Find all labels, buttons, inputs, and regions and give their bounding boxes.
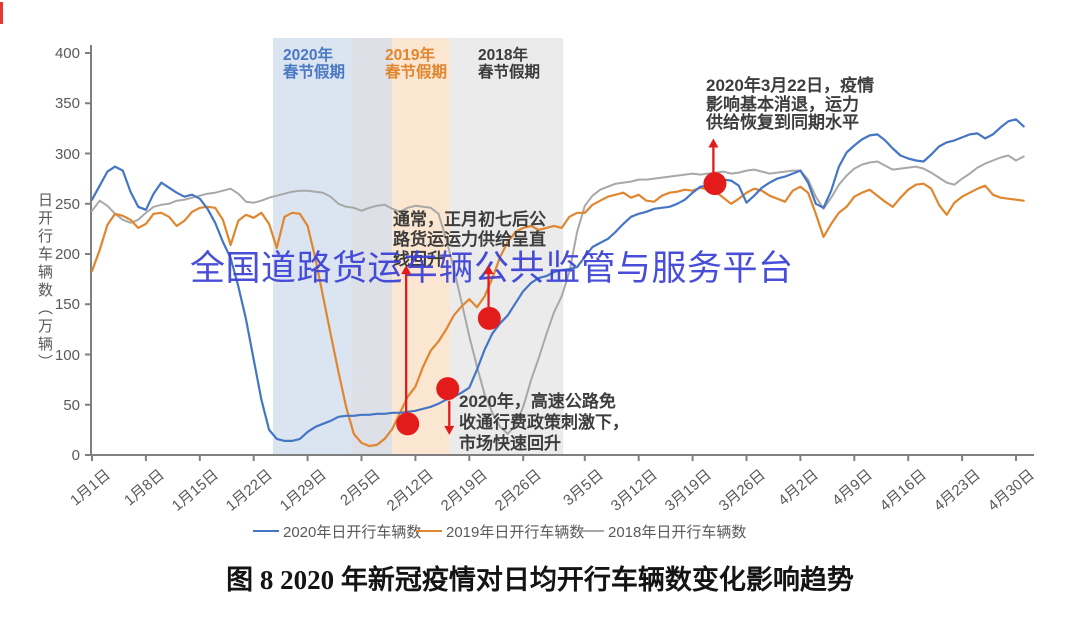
y-tick-label-250: 250 xyxy=(54,195,80,213)
y-axis-title: 日开行车辆数（万辆） xyxy=(36,192,53,372)
legend-item-2020年: 2020年日开行车辆数 xyxy=(253,519,421,543)
annotation-recovery-line3: 线回升 xyxy=(393,250,444,269)
annotation-mar22-line3: 供给恢复到同期水平 xyxy=(706,113,859,132)
annotation-mar22-line2: 影响基本消退，运力 xyxy=(706,94,859,114)
red-arrow-head-up xyxy=(483,265,494,275)
holiday-label-2019-year: 2019年 xyxy=(385,47,435,64)
holiday-label-2020-text: 春节假期 xyxy=(283,64,346,81)
y-tick-label-300: 300 xyxy=(54,145,80,163)
holiday-band-gap xyxy=(350,38,393,455)
y-tick-label-200: 200 xyxy=(54,246,80,263)
annotation-tollfree-line3: 市场快速回升 xyxy=(459,434,561,453)
holiday-label-2018: 2018年 春节假期 xyxy=(478,47,540,81)
legend-label: 2019年日开行车辆数 xyxy=(446,523,585,541)
red-event-dot xyxy=(703,172,727,196)
red-arrow-head-up xyxy=(401,265,412,275)
legend-item-2019年: 2019年日开行车辆数 xyxy=(416,519,584,543)
holiday-label-2019-text: 春节假期 xyxy=(385,64,448,81)
annotation-mar22-note: 2020年3月22日，疫情 影响基本消退，运力 供给恢复到同期水平 xyxy=(706,76,875,133)
red-arrow-head-up xyxy=(708,138,719,148)
y-tick-label-100: 100 xyxy=(54,346,80,364)
red-arrow-head-down xyxy=(444,425,455,435)
y-tick-label-350: 350 xyxy=(54,95,80,113)
legend-line-swatch xyxy=(253,530,279,532)
screenshot-edge-artifact xyxy=(0,2,3,24)
annotation-tollfree-note: 2020年，高速公路免 收通行费政策刺激下， 市场快速回升 xyxy=(459,391,629,454)
red-event-dot xyxy=(396,412,420,436)
annotation-tollfree-line1: 2020年，高速公路免 xyxy=(459,392,616,411)
annotation-recovery-line2: 路货运运力供给呈直 xyxy=(393,230,546,249)
series-line-2019年 xyxy=(90,182,1025,448)
red-event-dot xyxy=(477,306,501,330)
legend-item-2018年: 2018年日开行车辆数 xyxy=(578,519,746,543)
holiday-label-2018-year: 2018年 xyxy=(478,47,528,64)
y-tick-label-50: 50 xyxy=(63,396,80,414)
holiday-label-2018-text: 春节假期 xyxy=(478,64,541,81)
y-tick-label-150: 150 xyxy=(54,296,80,314)
series-line-2020年 xyxy=(90,118,1025,442)
annotation-recovery-note: 通常，正月初七后公 路货运运力供给呈直 线回升 xyxy=(393,210,546,270)
holiday-label-2020: 2020年 春节假期 xyxy=(283,47,345,81)
watermark-text: 全国道路货运车辆公共监管与服务平台 xyxy=(190,249,794,288)
legend-line-swatch xyxy=(578,530,604,532)
y-tick-label-400: 400 xyxy=(54,45,80,62)
annotation-tollfree-line2: 收通行费政策刺激下， xyxy=(459,413,629,432)
legend-line-swatch xyxy=(416,530,442,532)
red-event-dot xyxy=(436,377,460,401)
figure-caption: 图 8 2020 年新冠疫情对日均开行车辆数变化影响趋势 xyxy=(226,565,854,595)
annotation-mar22-line1: 2020年3月22日，疫情 xyxy=(706,76,875,95)
y-tick-label-0: 0 xyxy=(71,447,80,464)
chart-legend: 2020年日开行车辆数 2019年日开行车辆数 2018年日开行车辆数 xyxy=(0,519,1080,543)
series-line-2018年 xyxy=(91,154,1025,435)
legend-label: 2018年日开行车辆数 xyxy=(608,523,747,541)
legend-label: 2020年日开行车辆数 xyxy=(283,523,422,541)
annotation-recovery-line1: 通常，正月初七后公 xyxy=(393,210,546,229)
holiday-label-2020-year: 2020年 xyxy=(283,47,333,64)
holiday-label-2019: 2019年 春节假期 xyxy=(385,47,447,81)
